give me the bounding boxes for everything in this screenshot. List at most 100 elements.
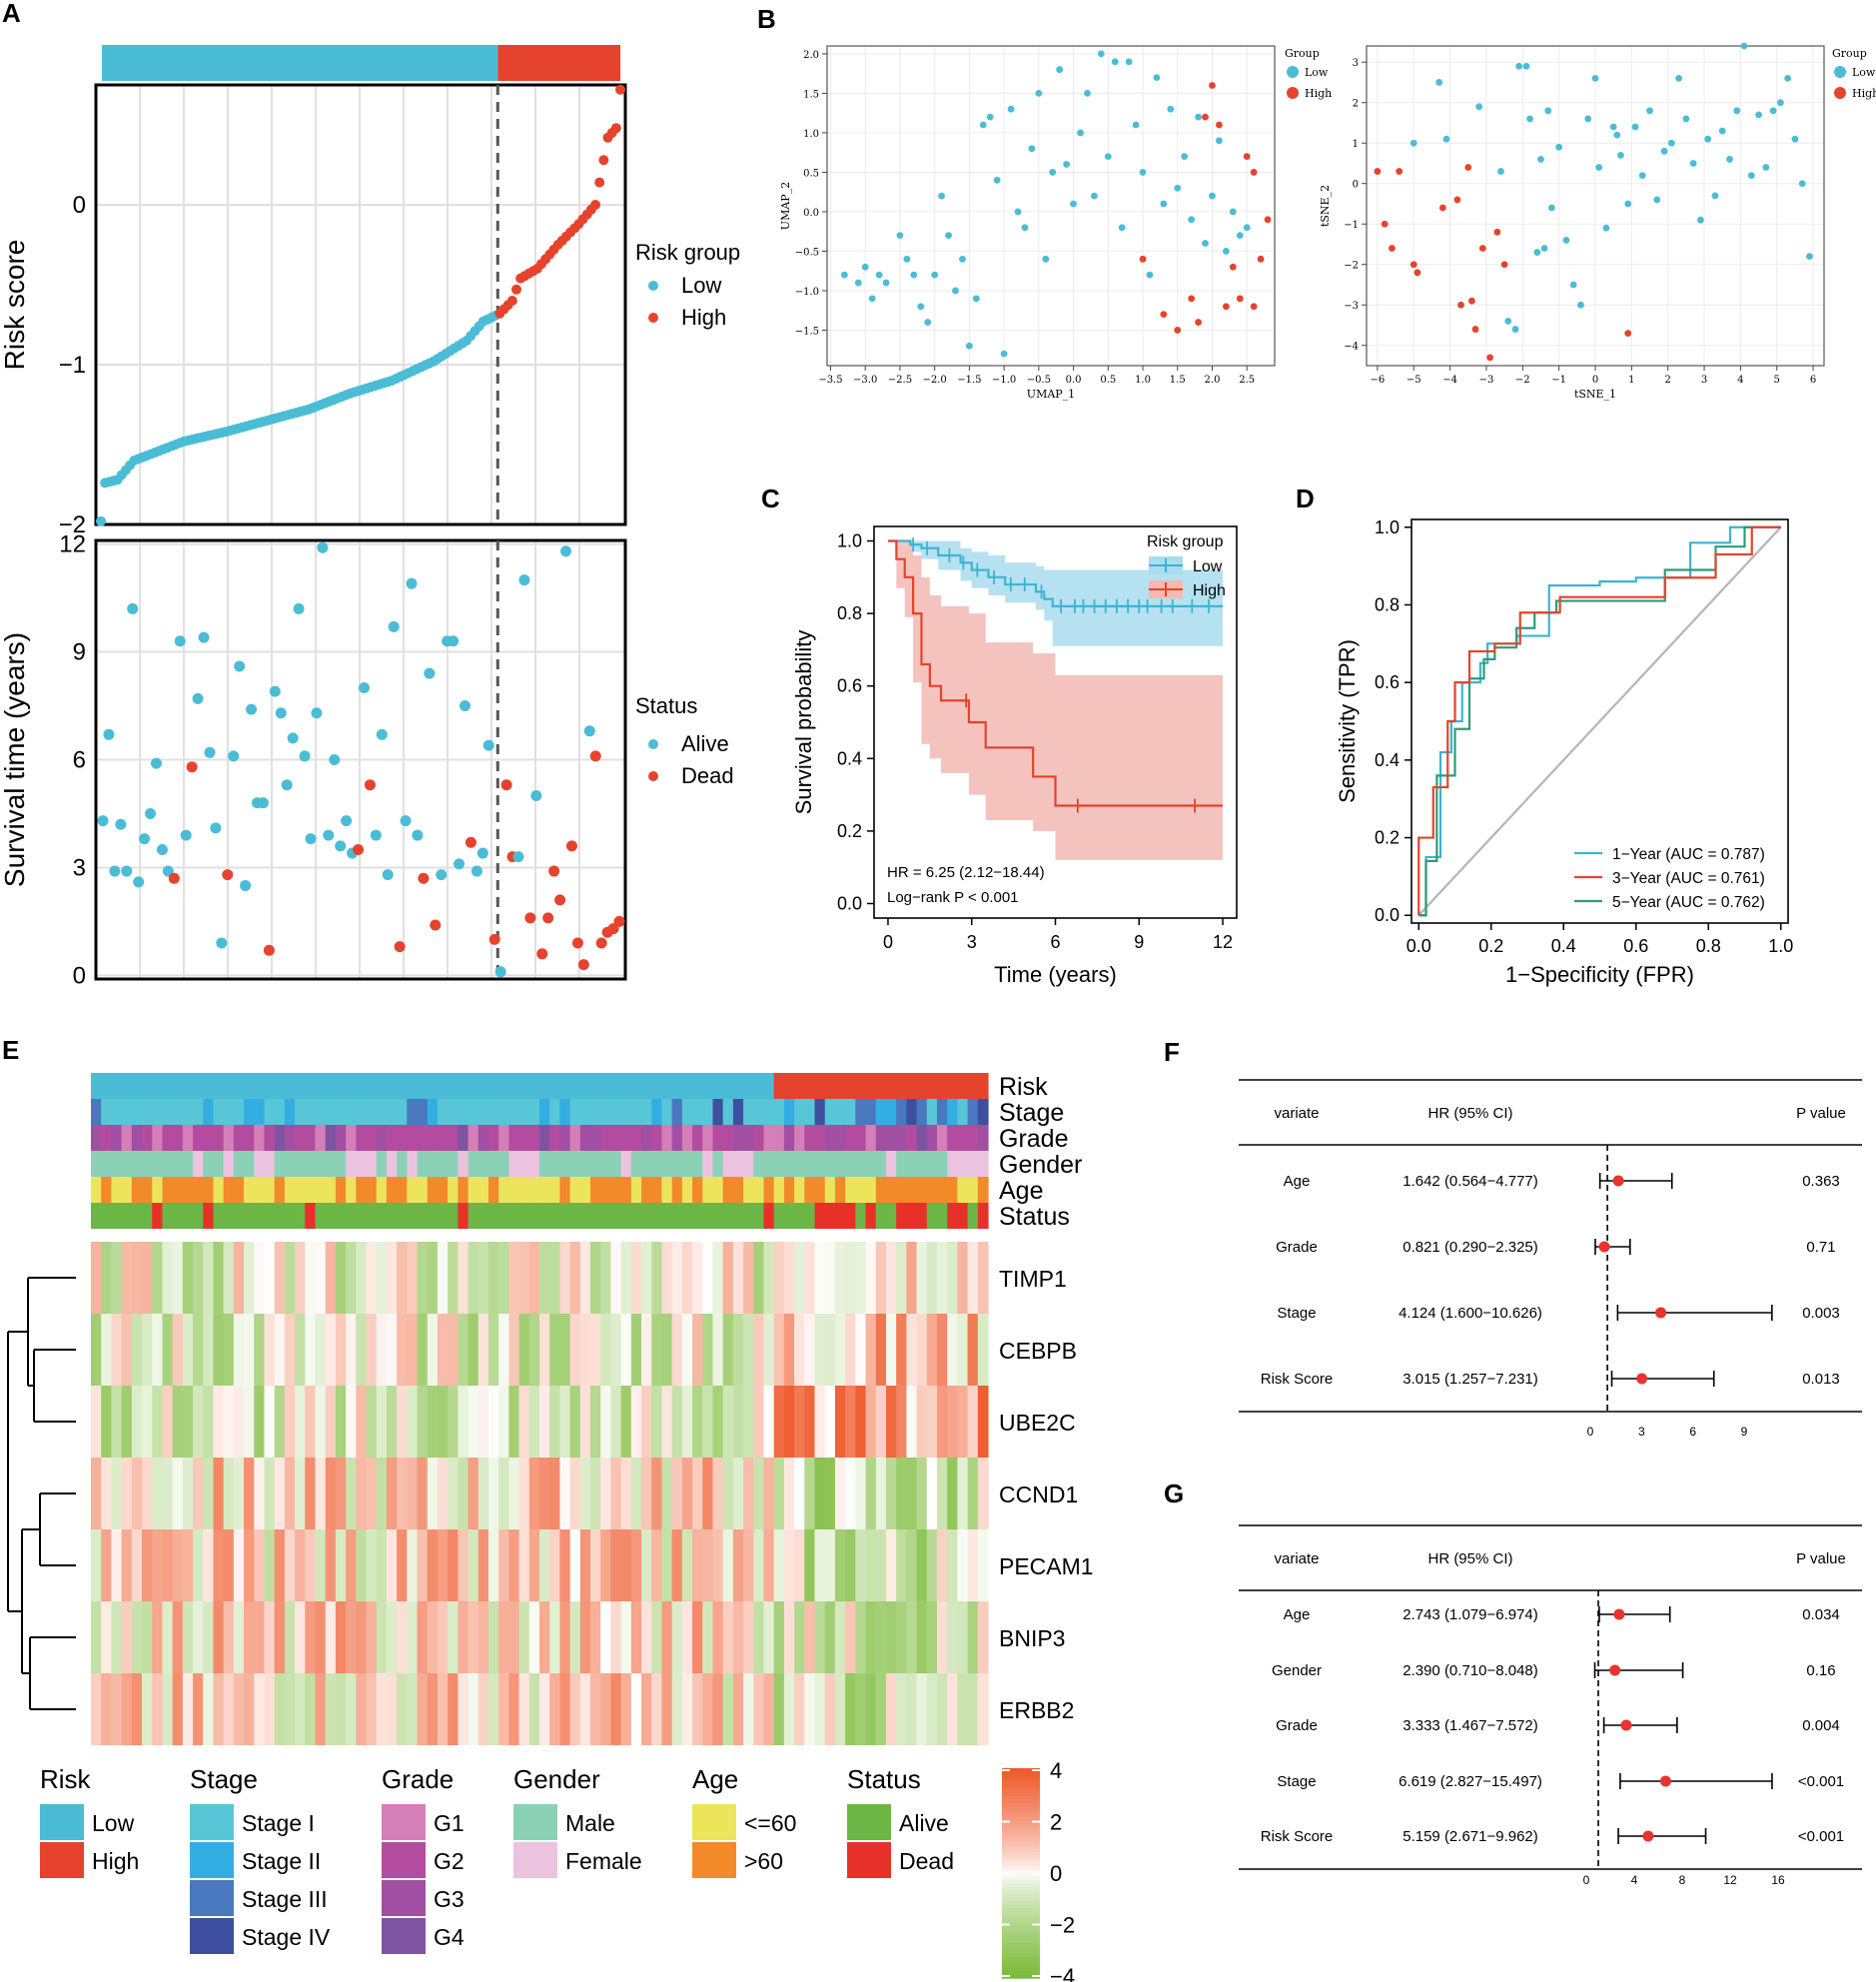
heatmap-cell [590, 1529, 601, 1601]
legend-label: High [92, 1848, 139, 1874]
tsne-ytick: −1 [1344, 220, 1359, 231]
heatmap-cell [773, 1601, 785, 1673]
heatmap-cell [487, 1314, 499, 1386]
heatmap-cell [528, 1673, 540, 1745]
heatmap-cell [233, 1458, 245, 1529]
annotation-cell-age [600, 1177, 612, 1203]
heatmap-cell [437, 1458, 449, 1529]
gene-label: PECAM1 [999, 1553, 1094, 1579]
annotation-label: Gender [999, 1151, 1082, 1179]
heatmap-cell [600, 1601, 612, 1673]
annotation-cell-status [182, 1203, 194, 1229]
heatmap-cell [681, 1242, 693, 1314]
annotation-cell-grade [559, 1125, 571, 1151]
annotation-cell-age [885, 1177, 897, 1203]
annotation-cell-stage [264, 1099, 276, 1125]
roc-curve [1417, 525, 1781, 916]
heatmap-cell [468, 1458, 479, 1529]
heatmap-cell [641, 1386, 652, 1458]
umap-xtick: −2.5 [888, 375, 912, 386]
km-legend-label: Low [1193, 558, 1223, 575]
heatmap-cell [264, 1386, 276, 1458]
annotation-cell-gender [233, 1151, 245, 1177]
heatmap-cell [712, 1242, 724, 1314]
heatmap-cell [620, 1529, 632, 1601]
heatmap-cell [681, 1601, 693, 1673]
umap-legend-label: High [1305, 87, 1332, 100]
forest-g-row-hr-text: 2.743 (1.079−6.974) [1403, 1606, 1538, 1623]
annotation-cell-stage [875, 1099, 887, 1125]
heatmap-cell [203, 1458, 215, 1529]
heatmap-cell [732, 1386, 744, 1458]
heatmap-cell [681, 1386, 693, 1458]
panel-label-g: G [1164, 1479, 1184, 1508]
heatmap-cell [590, 1458, 601, 1529]
heatmap-cell [732, 1314, 744, 1386]
heatmap-cell [763, 1242, 775, 1314]
umap-point [903, 255, 911, 263]
annotation-cell-stage [896, 1099, 907, 1125]
heatmap-cell [865, 1529, 877, 1601]
tsne-point [1624, 200, 1632, 208]
risk-point [610, 123, 621, 134]
annotation-cell-grade [651, 1125, 663, 1151]
annotation-cell-risk [508, 1073, 520, 1099]
survival-point [412, 829, 424, 841]
color-scale-segment [1002, 1852, 1040, 1857]
color-scale-segment [1002, 1799, 1040, 1804]
annotation-cell-stage [885, 1099, 897, 1125]
heatmap-cell [579, 1673, 591, 1745]
tsne-point [1442, 135, 1450, 143]
km-xtick: 9 [1134, 932, 1144, 952]
annotation-cell-status [671, 1203, 683, 1229]
heatmap-cell [295, 1242, 306, 1314]
km-curve-low [887, 539, 1224, 607]
heatmap-cell [569, 1386, 581, 1458]
annotation-cell-status [549, 1203, 561, 1229]
status-legend-label: Alive [681, 731, 729, 756]
annotation-cell-stage [193, 1099, 204, 1125]
roc-xtick: 0.4 [1551, 936, 1576, 956]
heatmap-cell [477, 1314, 489, 1386]
heatmap-cell [274, 1529, 286, 1601]
heatmap-cell [295, 1314, 306, 1386]
annotation-cell-grade [142, 1125, 153, 1151]
survival-point [482, 739, 494, 751]
heatmap-cell [335, 1386, 347, 1458]
annotation-cell-risk [152, 1073, 164, 1099]
forest-g-row-variate: Stage [1277, 1773, 1316, 1790]
color-scale-segment [1002, 1939, 1040, 1944]
heatmap-cell [487, 1601, 499, 1673]
survival-point [317, 541, 329, 553]
heatmap-cell [244, 1458, 255, 1529]
heatmap-cell [264, 1314, 276, 1386]
legend-title-status: Status [847, 1764, 921, 1794]
heatmap-cell [508, 1386, 520, 1458]
tsne-point [1591, 75, 1599, 82]
heatmap-cell [539, 1386, 550, 1458]
annotation-cell-age [346, 1177, 357, 1203]
annotation-cell-status [518, 1203, 530, 1229]
forest-f-row-variate: Stage [1277, 1305, 1316, 1322]
heatmap-cell [356, 1673, 368, 1745]
survival-point [406, 577, 418, 589]
annotation-cell-status [559, 1203, 571, 1229]
color-scale-segment [1002, 1943, 1040, 1948]
tsne-ytick: 2 [1353, 99, 1359, 110]
annotation-cell-status [448, 1203, 459, 1229]
annotation-cell-grade [264, 1125, 276, 1151]
heatmap-cell [549, 1673, 561, 1745]
heatmap-cell [264, 1242, 276, 1314]
heatmap-cell [162, 1673, 174, 1745]
umap-point [1091, 192, 1098, 200]
annotation-cell-gender [386, 1151, 398, 1177]
heatmap-cell [448, 1314, 459, 1386]
annotation-cell-age [335, 1177, 347, 1203]
annotation-cell-stage [121, 1099, 133, 1125]
legend-swatch [382, 1842, 426, 1878]
heatmap-cell [295, 1386, 306, 1458]
roc-curve [1418, 525, 1781, 917]
annotation-cell-risk [244, 1073, 255, 1099]
heatmap-cell [325, 1458, 337, 1529]
color-scale-segment [1002, 1950, 1040, 1955]
